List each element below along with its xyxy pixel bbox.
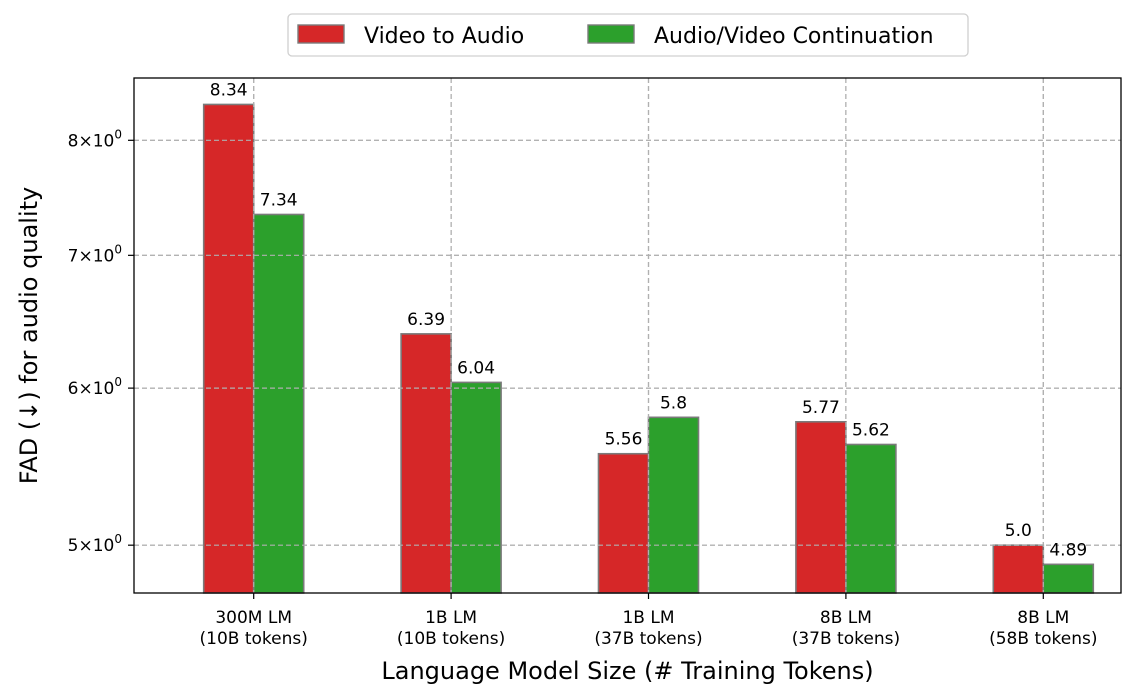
bar-audio-video-continuation	[1042, 563, 1095, 594]
bar-video-to-audio	[992, 544, 1045, 594]
y-tick-times: ×	[78, 536, 92, 556]
bar-video-to-audio	[202, 103, 255, 594]
plot-frame	[133, 77, 1122, 594]
y-tick-label: 6×100	[68, 375, 122, 399]
y-tick-exponent: 0	[114, 127, 122, 141]
data-label: 7.34	[260, 190, 298, 210]
y-tick-label: 5×100	[68, 532, 122, 556]
y-tick-times: ×	[78, 379, 92, 399]
bar-video-to-audio	[597, 452, 650, 594]
legend-swatch	[587, 24, 635, 44]
y-tick-mantissa: 10	[93, 131, 115, 151]
data-label: 5.0	[1005, 521, 1032, 541]
data-labels: 8.34 6.39 5.56 5.77 5.0 7.34 6.04 5.8 5.62 4.89	[210, 80, 1087, 560]
y-tick-base: 5	[68, 536, 79, 556]
y-tick-mantissa: 10	[93, 246, 115, 266]
x-tick-label-line1: 8B LM	[820, 608, 872, 628]
x-tick-label-line2: (10B tokens)	[397, 629, 505, 649]
y-tick-times: ×	[78, 131, 92, 151]
y-tick-base: 6	[68, 379, 79, 399]
bar-audio-video-continuation	[845, 443, 897, 594]
legend-swatch	[297, 24, 345, 44]
data-label: 5.62	[852, 420, 890, 440]
bar-audio-video-continuation	[450, 381, 502, 594]
bar-video-to-audio	[400, 333, 452, 594]
bar-audio-video-continuation	[647, 416, 700, 594]
y-tick-mantissa: 10	[93, 536, 115, 556]
y-tick-exponent: 0	[114, 375, 122, 389]
data-label: 4.89	[1049, 540, 1087, 560]
x-tick-label-line2: (37B tokens)	[594, 629, 702, 649]
y-tick-exponent: 0	[114, 242, 122, 256]
data-label: 5.77	[802, 398, 840, 418]
y-tick-label: 7×100	[68, 242, 122, 266]
x-tick-label-line2: (10B tokens)	[200, 629, 308, 649]
legend-label: Video to Audio	[364, 24, 524, 49]
x-axis-label: Language Model Size (# Training Tokens)	[381, 657, 873, 685]
x-axis-ticks: 300M LM(10B tokens)1B LM(10B tokens)1B L…	[200, 593, 1097, 649]
x-tick-label-line1: 8B LM	[1017, 608, 1069, 628]
y-tick-times: ×	[78, 246, 92, 266]
x-tick-label-line2: (58B tokens)	[989, 629, 1097, 649]
legend-label: Audio/Video Continuation	[654, 24, 934, 49]
y-tick-mantissa: 10	[93, 379, 115, 399]
y-tick-exponent: 0	[114, 532, 122, 546]
data-label: 8.34	[210, 80, 248, 100]
bars	[134, 78, 1121, 594]
data-label: 5.8	[660, 393, 687, 413]
bar-video-to-audio	[795, 420, 847, 594]
bar-audio-video-continuation	[252, 213, 305, 594]
x-tick-label-line1: 1B LM	[622, 608, 674, 628]
data-label: 6.04	[457, 358, 495, 378]
y-tick-base: 8	[68, 131, 79, 151]
data-label: 6.39	[407, 310, 445, 330]
x-tick-label-line1: 300M LM	[215, 608, 292, 628]
y-tick-label: 8×100	[68, 127, 122, 151]
data-label: 5.56	[605, 430, 643, 450]
legend: Video to Audio Audio/Video Continuation	[287, 13, 969, 57]
y-axis-label: FAD (↓) for audio quality	[15, 187, 43, 484]
x-tick-label-line1: 1B LM	[425, 608, 477, 628]
x-tick-label-line2: (37B tokens)	[792, 629, 900, 649]
y-tick-base: 7	[68, 246, 79, 266]
